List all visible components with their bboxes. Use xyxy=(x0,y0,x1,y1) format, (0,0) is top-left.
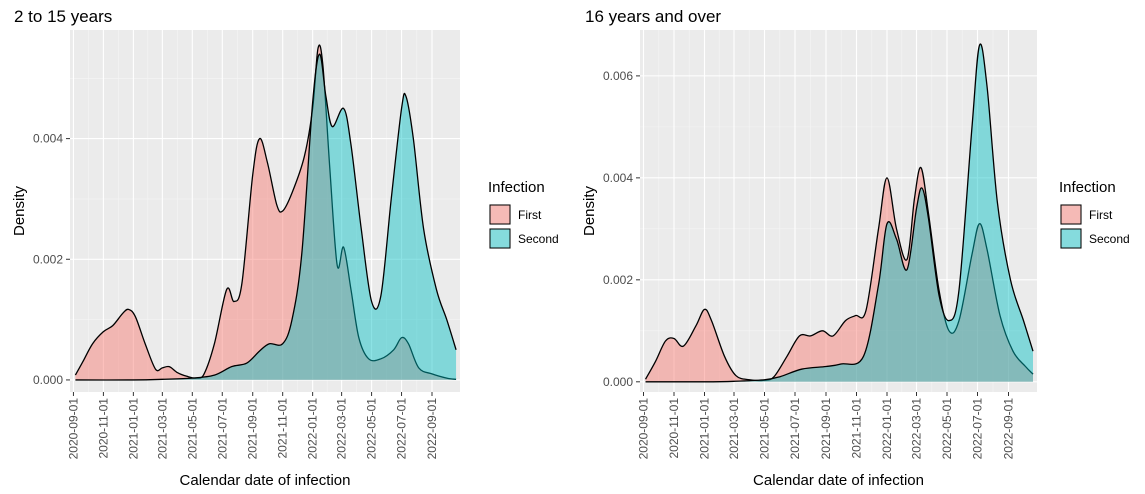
x-axis-title: Calendar date of infection xyxy=(180,472,351,489)
plot-background xyxy=(70,30,460,392)
y-tick-label: 0.002 xyxy=(33,252,63,266)
legend-key-bg xyxy=(1060,228,1082,249)
density-line-second xyxy=(645,43,1034,383)
x-tick-label: 2021-07-01 xyxy=(788,398,802,460)
y-tick-label: 0.004 xyxy=(603,171,633,185)
x-tick-label: 2020-11-01 xyxy=(96,398,110,459)
plot-background xyxy=(640,30,1037,392)
x-tick-label: 2022-03-01 xyxy=(335,398,349,460)
x-tick-label: 2021-11-01 xyxy=(850,398,864,459)
x-tick-label: 2021-07-01 xyxy=(215,398,229,460)
legend-title: Infection xyxy=(488,179,545,196)
x-tick-label: 2022-01-01 xyxy=(880,398,894,460)
x-tick-label: 2021-01-01 xyxy=(126,398,140,460)
legend-label-second: Second xyxy=(518,232,559,246)
x-tick-label: 2022-09-01 xyxy=(1002,398,1016,460)
legend-label-first: First xyxy=(1089,208,1113,222)
legend-key-bg xyxy=(1060,204,1082,225)
x-tick-label: 2021-03-01 xyxy=(155,398,169,460)
x-tick-label: 2020-11-01 xyxy=(667,398,681,459)
x-tick-label: 2022-05-01 xyxy=(940,398,954,460)
x-tick-label: 2021-05-01 xyxy=(758,398,772,460)
x-tick-label: 2021-09-01 xyxy=(819,398,833,460)
x-tick-label: 2022-07-01 xyxy=(971,398,985,460)
y-tick-label: 0.002 xyxy=(603,273,633,287)
density-area-second xyxy=(75,54,457,380)
legend-title: Infection xyxy=(1059,179,1116,196)
legend-swatch-second xyxy=(489,228,511,249)
panel-16-years-and-over: 0.000 0.002 0.004 0.006 2020-09-01 2020-11-01… xyxy=(581,7,1037,489)
x-tick-label: 2022-05-01 xyxy=(365,398,379,460)
x-tick-label: 2020-09-01 xyxy=(66,398,80,460)
density-line-second xyxy=(75,53,457,381)
panel-2-to-15-years: 0.000 0.002 0.004 2020-09-01 2020-11-01 2021-… xyxy=(11,7,460,489)
legend-key-bg xyxy=(489,228,511,249)
legend-swatch-first xyxy=(1060,204,1082,225)
y-tick-label: 0.000 xyxy=(33,373,63,387)
density-area-second xyxy=(645,44,1033,382)
legend-swatch-second xyxy=(1060,228,1082,249)
y-tick-label: 0.004 xyxy=(33,132,63,146)
density-area-first xyxy=(645,167,1033,382)
density-line-first xyxy=(74,44,457,380)
y-tick-label: 0.006 xyxy=(603,69,633,83)
x-tick-label: 2022-03-01 xyxy=(910,398,924,460)
y-tick-label: 0.000 xyxy=(603,375,633,389)
y-axis-title: Density xyxy=(11,185,28,236)
x-tick-label: 2021-05-01 xyxy=(185,398,199,460)
legend-left: Infection First Second xyxy=(488,179,559,249)
legend-label-first: First xyxy=(518,208,542,222)
x-tick-label: 2021-03-01 xyxy=(727,398,741,460)
legend-label-second: Second xyxy=(1089,232,1130,246)
legend-key-bg xyxy=(489,204,511,225)
x-tick-label: 2020-09-01 xyxy=(637,398,651,460)
x-tick-label: 2022-07-01 xyxy=(395,398,409,460)
density-line-first xyxy=(644,166,1034,382)
legend-right: Infection First Second xyxy=(1059,179,1130,249)
x-tick-label: 2021-09-01 xyxy=(246,398,260,460)
x-tick-label: 2021-11-01 xyxy=(276,398,290,459)
x-tick-label: 2022-09-01 xyxy=(425,398,439,460)
chart-title: 2 to 15 years xyxy=(14,7,112,26)
chart-title: 16 years and over xyxy=(585,7,721,26)
y-axis-title: Density xyxy=(581,185,598,236)
x-tick-label: 2021-01-01 xyxy=(698,398,712,460)
legend-swatch-first xyxy=(489,204,511,225)
x-tick-label: 2022-01-01 xyxy=(306,398,320,460)
x-axis-title: Calendar date of infection xyxy=(753,472,924,489)
density-area-first xyxy=(75,45,457,380)
